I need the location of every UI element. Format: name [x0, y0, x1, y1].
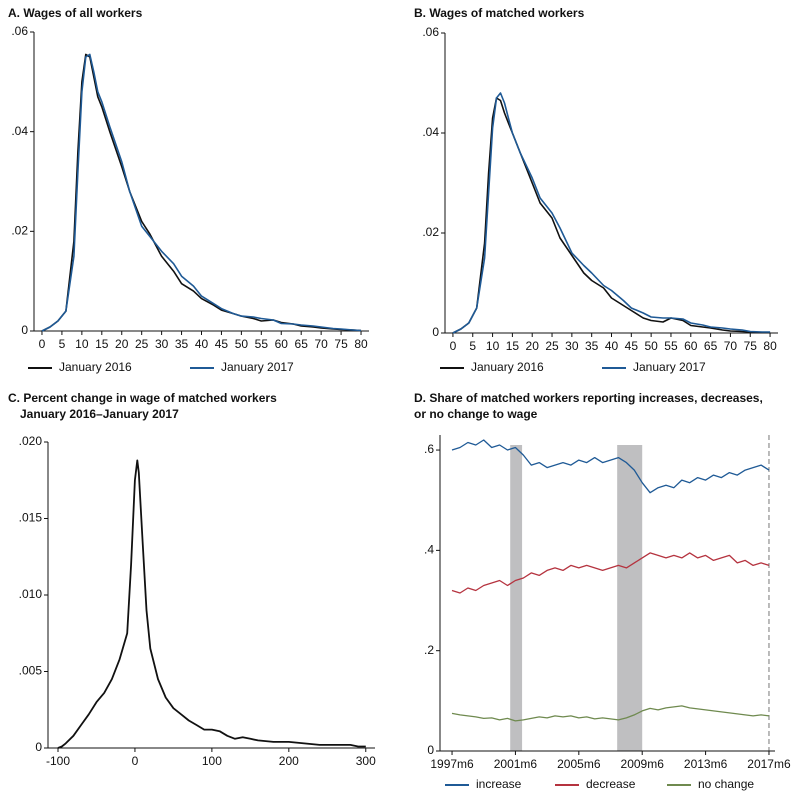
x-tick-label: 60	[684, 339, 698, 353]
x-tick-label: 75	[744, 339, 758, 353]
y-tick-label: .015	[19, 511, 43, 525]
data-line	[451, 552, 770, 594]
x-tick-label: 40	[605, 339, 619, 353]
x-tick-label: 40	[195, 337, 209, 351]
x-tick-label: 80	[763, 339, 777, 353]
x-tick-label: 2005m6	[557, 757, 601, 771]
x-tick-label: 30	[565, 339, 579, 353]
x-tick-label: 25	[545, 339, 559, 353]
data-line	[41, 53, 362, 332]
data-line	[57, 459, 366, 749]
x-tick-label: 65	[295, 337, 309, 351]
y-tick-label: 0	[21, 323, 28, 337]
y-tick-label: .020	[19, 434, 43, 448]
x-tick-label: 200	[279, 754, 299, 768]
x-tick-label: 35	[585, 339, 599, 353]
x-tick-label: 1997m6	[430, 757, 474, 771]
y-tick-label: .02	[11, 224, 28, 238]
x-tick-label: 20	[526, 339, 540, 353]
x-tick-label: 15	[95, 337, 109, 351]
legend-label: increase	[476, 777, 522, 791]
panel-title: or no change to wage	[414, 407, 538, 421]
x-tick-label: -100	[46, 754, 70, 768]
x-tick-label: 70	[314, 337, 328, 351]
legend-label: January 2016	[471, 360, 544, 374]
y-tick-label: 0	[35, 740, 42, 754]
x-tick-label: 55	[664, 339, 678, 353]
y-tick-label: .04	[11, 124, 28, 138]
x-tick-label: 0	[132, 754, 139, 768]
recession-shade	[510, 445, 523, 751]
panel-title: B. Wages of matched workers	[414, 6, 585, 20]
x-tick-label: 5	[59, 337, 66, 351]
y-tick-label: .02	[422, 225, 439, 239]
y-tick-label: .4	[424, 543, 434, 557]
x-tick-label: 20	[115, 337, 129, 351]
x-tick-label: 75	[334, 337, 348, 351]
data-line	[452, 92, 771, 334]
x-tick-label: 300	[356, 754, 376, 768]
panel-title: A. Wages of all workers	[8, 6, 143, 20]
x-tick-label: 25	[135, 337, 149, 351]
legend-label: no change	[698, 777, 754, 791]
panel-title: C. Percent change in wage of matched wor…	[8, 391, 277, 405]
recession-shade	[617, 445, 643, 751]
x-tick-label: 60	[275, 337, 289, 351]
x-tick-label: 55	[255, 337, 269, 351]
y-tick-label: 0	[427, 743, 434, 757]
data-line	[451, 705, 770, 722]
y-tick-label: .2	[424, 643, 434, 657]
data-line	[452, 97, 771, 334]
x-tick-label: 35	[175, 337, 189, 351]
y-tick-label: .005	[19, 664, 43, 678]
data-line	[451, 439, 770, 494]
x-tick-label: 50	[644, 339, 658, 353]
x-tick-label: 0	[39, 337, 46, 351]
legend-label: January 2017	[633, 360, 706, 374]
x-tick-label: 2017m6	[747, 757, 791, 771]
y-tick-label: .06	[422, 25, 439, 39]
x-tick-label: 45	[625, 339, 639, 353]
x-tick-label: 5	[469, 339, 476, 353]
x-tick-label: 2013m6	[684, 757, 728, 771]
x-tick-label: 65	[704, 339, 718, 353]
x-tick-label: 2001m6	[494, 757, 538, 771]
panel-title: D. Share of matched workers reporting in…	[414, 391, 763, 405]
x-tick-label: 80	[354, 337, 368, 351]
x-tick-label: 2009m6	[621, 757, 665, 771]
y-tick-label: .06	[11, 24, 28, 38]
x-tick-label: 0	[450, 339, 457, 353]
legend-label: January 2017	[221, 360, 294, 374]
legend-label: January 2016	[59, 360, 132, 374]
panel-title: January 2016–January 2017	[20, 407, 179, 421]
x-tick-label: 50	[235, 337, 249, 351]
x-tick-label: 10	[75, 337, 89, 351]
x-tick-label: 30	[155, 337, 169, 351]
y-tick-label: .010	[19, 587, 43, 601]
legend-label: decrease	[586, 777, 636, 791]
x-tick-label: 70	[724, 339, 738, 353]
x-tick-label: 15	[506, 339, 520, 353]
data-line	[41, 53, 362, 332]
x-tick-label: 100	[202, 754, 222, 768]
y-tick-label: .04	[422, 125, 439, 139]
y-tick-label: 0	[432, 325, 439, 339]
x-tick-label: 45	[215, 337, 229, 351]
x-tick-label: 10	[486, 339, 500, 353]
y-tick-label: .6	[424, 442, 434, 456]
